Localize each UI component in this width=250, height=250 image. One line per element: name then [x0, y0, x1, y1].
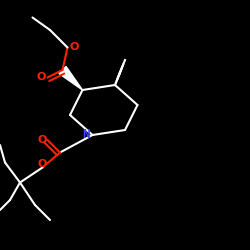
Text: O: O [69, 42, 78, 52]
Text: N: N [82, 128, 90, 141]
Polygon shape [59, 66, 82, 90]
Text: O: O [38, 159, 47, 169]
Text: O: O [38, 135, 47, 145]
Text: O: O [36, 72, 46, 83]
